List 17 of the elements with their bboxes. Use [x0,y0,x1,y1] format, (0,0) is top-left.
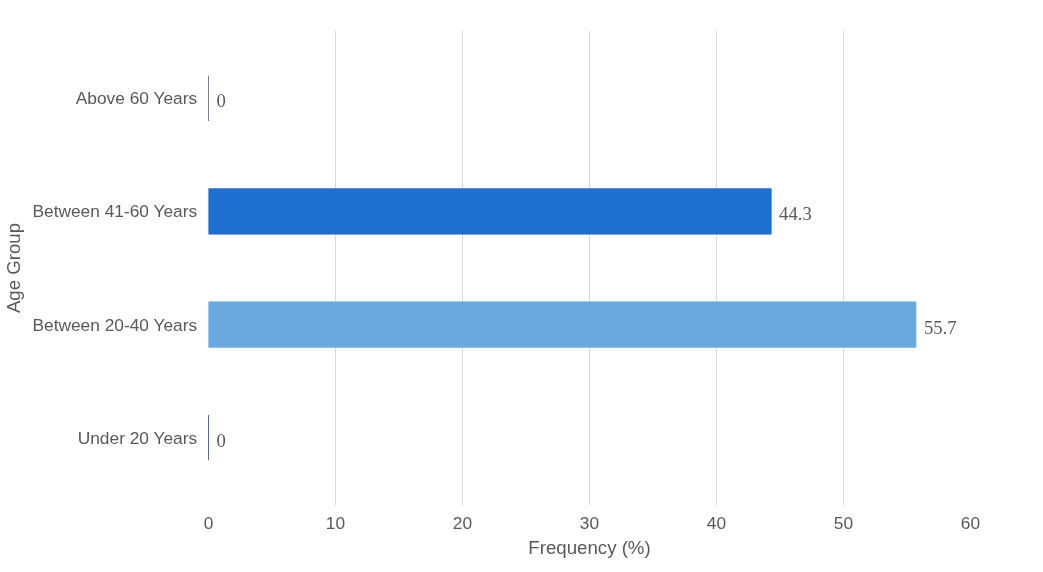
y-axis-title: Age Group [3,222,25,314]
y-tick-label: Between 41-60 Years [32,201,198,222]
x-tick-label: 60 [960,512,981,533]
y-tick-label: Above 60 Years [75,88,198,109]
x-tick-label: 50 [833,512,854,533]
y-tick-label: Between 20-40 Years [32,314,198,335]
x-axis-title: Frequency (%) [528,536,651,558]
x-tick-label: 20 [452,512,473,533]
data-label: 55.7 [923,316,957,338]
x-tick-label: 10 [325,512,346,533]
x-tick-label: 30 [579,512,600,533]
data-label: 0 [216,429,226,451]
y-tick-label: Under 20 Years [77,427,198,448]
x-tick-label: 0 [203,512,214,533]
data-label: 44.3 [779,203,812,225]
data-label: 0 [216,90,226,112]
x-tick-label: 40 [706,512,727,533]
